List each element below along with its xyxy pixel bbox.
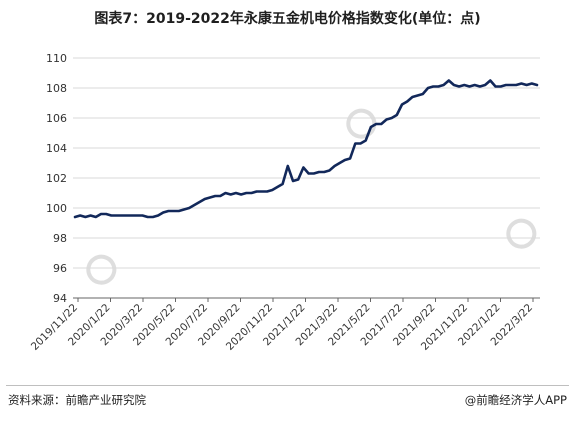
y-tick-label-4: 102 xyxy=(46,172,67,185)
watermark-0 xyxy=(346,108,377,139)
watermark-logo-icon xyxy=(506,218,537,249)
y-tick-label-3: 100 xyxy=(46,202,67,215)
series-line-0 xyxy=(73,79,539,219)
line-chart: 94 96 98 100 102 104 106 108 110 2019/11/222020/… xyxy=(29,52,540,353)
y-tick-labels: 94 96 98 100 102 104 106 108 110 xyxy=(46,52,67,305)
watermark-logo-icon xyxy=(86,254,117,285)
grid-lines xyxy=(73,57,540,269)
y-tick-label-0: 94 xyxy=(53,292,67,305)
y-tick-label-8: 110 xyxy=(46,52,67,65)
y-tick-label-1: 96 xyxy=(53,262,67,275)
watermark-1 xyxy=(86,254,117,285)
watermark-layer xyxy=(86,108,537,285)
source-note: 资料来源：前瞻产业研究院 xyxy=(8,393,146,407)
y-tick-label-2: 98 xyxy=(53,232,67,245)
y-tick-label-6: 106 xyxy=(46,112,67,125)
watermark-2 xyxy=(506,218,537,249)
y-tick-label-7: 108 xyxy=(46,82,67,95)
y-tick-label-5: 104 xyxy=(46,142,67,155)
chart-title: 图表7：2019-2022年永康五金机电价格指数变化(单位：点) xyxy=(94,11,481,27)
footer-divider xyxy=(6,385,569,386)
brand-credit: @前瞻经济学人APP xyxy=(464,393,567,407)
series-layer xyxy=(73,79,539,219)
x-tick-labels: 2019/11/222020/1/222020/3/222020/5/22202… xyxy=(29,302,535,353)
axes xyxy=(73,297,540,302)
watermark-logo-icon xyxy=(346,108,377,139)
